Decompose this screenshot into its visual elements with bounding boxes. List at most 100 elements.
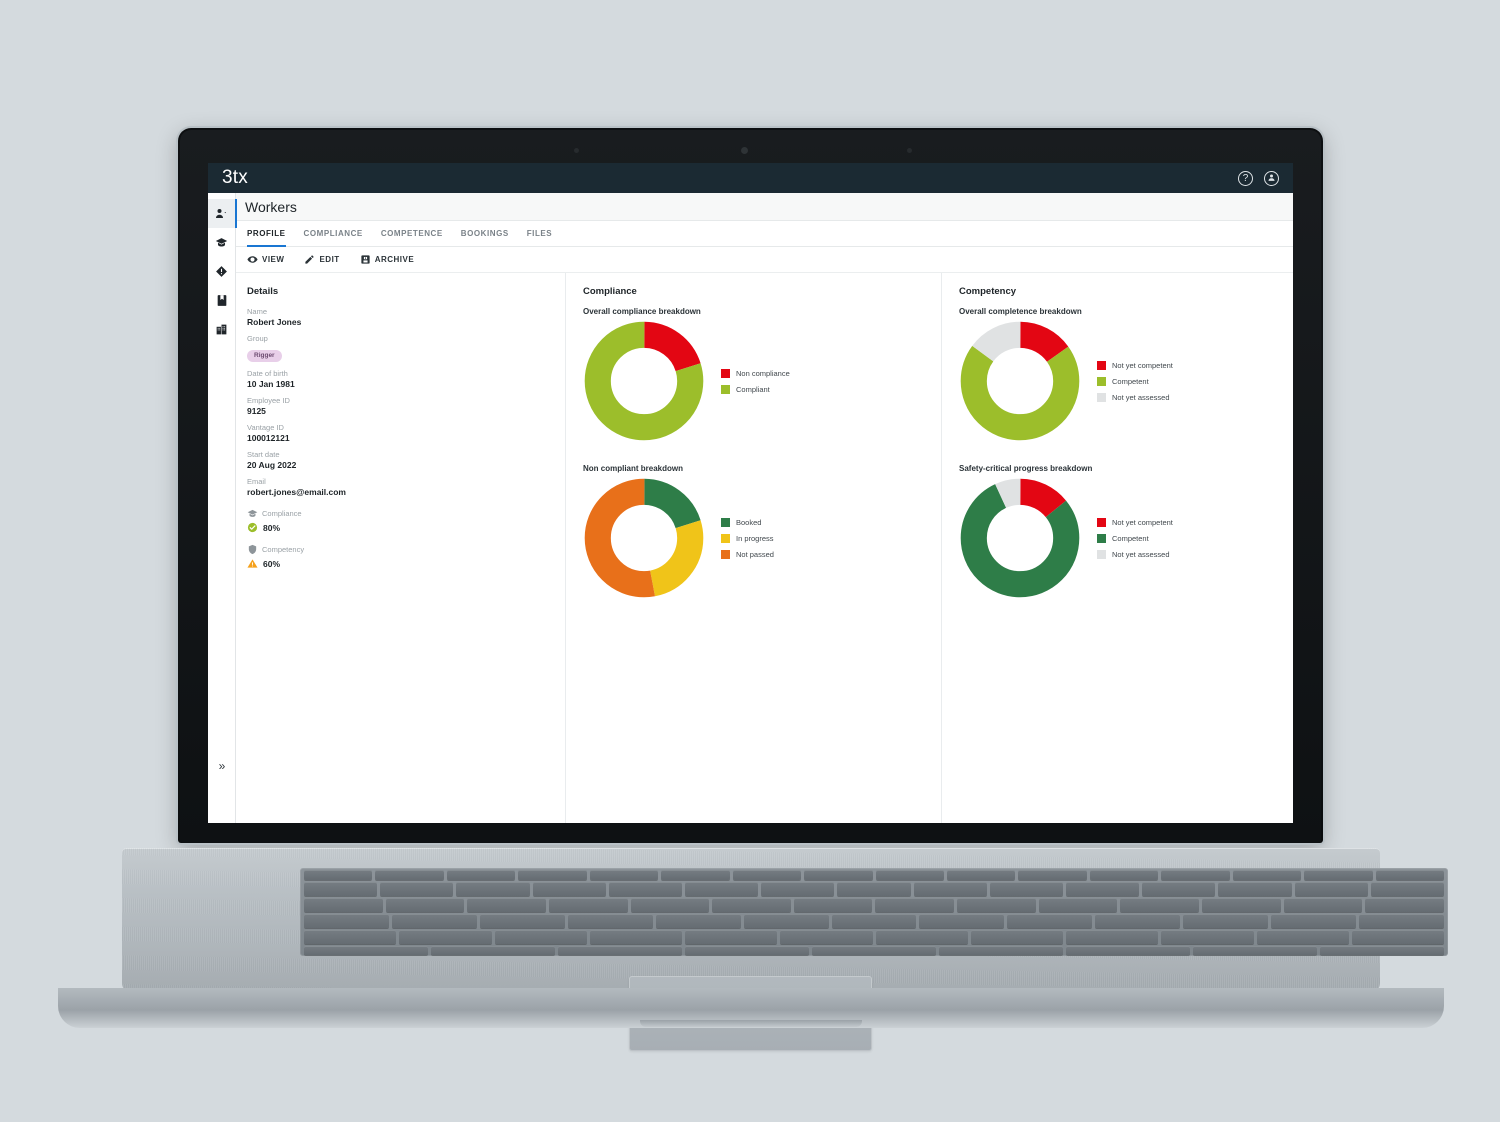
- keyboard-key[interactable]: [1066, 946, 1190, 955]
- keyboard-key[interactable]: [875, 898, 955, 912]
- tab-files[interactable]: FILES: [526, 229, 553, 238]
- keyboard-key[interactable]: [304, 914, 389, 928]
- keyboard-key[interactable]: [391, 914, 477, 928]
- legend-item[interactable]: Competent: [1097, 376, 1173, 386]
- donut-segment[interactable]: [584, 321, 704, 441]
- keyboard-key[interactable]: [1370, 882, 1445, 896]
- keyboard-key[interactable]: [1283, 898, 1363, 912]
- donut-segment[interactable]: [960, 478, 1080, 598]
- keyboard-key[interactable]: [685, 946, 809, 955]
- keyboard-key[interactable]: [1007, 914, 1093, 928]
- keyboard-key[interactable]: [970, 930, 1063, 944]
- tab-bookings[interactable]: BOOKINGS: [460, 229, 509, 238]
- keyboard-key[interactable]: [1038, 898, 1118, 912]
- keyboard-key[interactable]: [548, 898, 628, 912]
- keyboard-key[interactable]: [712, 898, 791, 912]
- donut-chart[interactable]: [583, 320, 705, 442]
- archive-button[interactable]: ARCHIVE: [360, 254, 425, 265]
- keyboard-key[interactable]: [913, 882, 987, 896]
- keyboard-key[interactable]: [446, 870, 516, 880]
- keyboard-key[interactable]: [1294, 882, 1368, 896]
- keyboard-key[interactable]: [661, 870, 730, 880]
- keyboard-key[interactable]: [875, 870, 944, 880]
- sidebar-item-records[interactable]: [208, 286, 236, 315]
- legend-item[interactable]: Not yet assessed: [1097, 549, 1173, 559]
- keyboard-key[interactable]: [939, 946, 1063, 955]
- keyboard-key[interactable]: [431, 946, 555, 955]
- keyboard-key[interactable]: [780, 930, 873, 944]
- keyboard-key[interactable]: [558, 946, 682, 955]
- donut-chart[interactable]: [583, 477, 705, 599]
- legend-item[interactable]: Not yet competent: [1097, 360, 1173, 370]
- keyboard-key[interactable]: [456, 882, 530, 896]
- keyboard-key[interactable]: [532, 882, 606, 896]
- keyboard-key[interactable]: [946, 870, 1016, 880]
- keyboard-key[interactable]: [1161, 870, 1230, 880]
- keyboard-key[interactable]: [1218, 882, 1292, 896]
- keyboard-key[interactable]: [1018, 870, 1087, 880]
- keyboard-key[interactable]: [1095, 914, 1181, 928]
- keyboard-key[interactable]: [589, 870, 659, 880]
- sidebar-item-organisation[interactable]: [208, 315, 236, 344]
- help-icon[interactable]: ?: [1238, 170, 1253, 186]
- tab-profile[interactable]: PROFILE: [247, 221, 295, 247]
- keyboard-key[interactable]: [1183, 914, 1269, 928]
- legend-item[interactable]: Non compliance: [721, 368, 790, 378]
- legend-item[interactable]: Not yet assessed: [1097, 392, 1173, 402]
- legend-item[interactable]: In progress: [721, 533, 774, 543]
- sidebar-item-workers[interactable]: [208, 199, 237, 228]
- keyboard-key[interactable]: [385, 898, 465, 912]
- keyboard-key[interactable]: [304, 946, 428, 955]
- keyboard-key[interactable]: [1089, 870, 1159, 880]
- keyboard-key[interactable]: [1142, 882, 1216, 896]
- sidebar-item-training[interactable]: [208, 228, 236, 257]
- legend-item[interactable]: Booked: [721, 517, 774, 527]
- keyboard-key[interactable]: [567, 914, 653, 928]
- tab-competence[interactable]: COMPETENCE: [380, 229, 443, 238]
- legend-item[interactable]: Not yet competent: [1097, 517, 1173, 527]
- keyboard-key[interactable]: [989, 882, 1064, 896]
- keyboard-key[interactable]: [1271, 914, 1357, 928]
- keyboard-key[interactable]: [1365, 898, 1444, 912]
- keyboard-key[interactable]: [685, 930, 778, 944]
- keyboard-key[interactable]: [304, 870, 373, 880]
- donut-segment[interactable]: [584, 478, 704, 598]
- keyboard-key[interactable]: [608, 882, 683, 896]
- donut-segment[interactable]: [960, 478, 1080, 598]
- keyboard-key[interactable]: [1066, 930, 1159, 944]
- keyboard-key[interactable]: [957, 898, 1036, 912]
- keyboard-key[interactable]: [1202, 898, 1281, 912]
- keyboard-key[interactable]: [1359, 914, 1444, 928]
- tab-compliance[interactable]: COMPLIANCE: [303, 229, 363, 238]
- keyboard-key[interactable]: [494, 930, 587, 944]
- keyboard-key[interactable]: [1304, 870, 1373, 880]
- keyboard[interactable]: [300, 868, 1448, 956]
- app-brand-logo[interactable]: 3tx: [222, 167, 248, 188]
- keyboard-key[interactable]: [375, 870, 444, 880]
- keyboard-key[interactable]: [655, 914, 741, 928]
- keyboard-key[interactable]: [1066, 882, 1140, 896]
- view-button[interactable]: VIEW: [247, 254, 294, 265]
- keyboard-key[interactable]: [380, 882, 454, 896]
- keyboard-key[interactable]: [518, 870, 587, 880]
- sidebar-item-competency[interactable]: [208, 257, 236, 286]
- donut-segment[interactable]: [960, 321, 1080, 441]
- keyboard-key[interactable]: [1120, 898, 1200, 912]
- keyboard-key[interactable]: [630, 898, 710, 912]
- keyboard-key[interactable]: [1232, 870, 1302, 880]
- legend-item[interactable]: Compliant: [721, 384, 790, 394]
- sidebar-expand-button[interactable]: »: [208, 755, 236, 777]
- keyboard-key[interactable]: [875, 930, 968, 944]
- keyboard-key[interactable]: [761, 882, 835, 896]
- keyboard-key[interactable]: [1375, 870, 1444, 880]
- keyboard-key[interactable]: [831, 914, 917, 928]
- keyboard-key[interactable]: [793, 898, 873, 912]
- keyboard-key[interactable]: [1256, 930, 1349, 944]
- keyboard-key[interactable]: [743, 914, 829, 928]
- keyboard-key[interactable]: [304, 898, 383, 912]
- donut-segment[interactable]: [960, 321, 1080, 441]
- keyboard-key[interactable]: [479, 914, 565, 928]
- keyboard-key[interactable]: [467, 898, 546, 912]
- donut-segment[interactable]: [584, 478, 704, 598]
- keyboard-key[interactable]: [1351, 930, 1444, 944]
